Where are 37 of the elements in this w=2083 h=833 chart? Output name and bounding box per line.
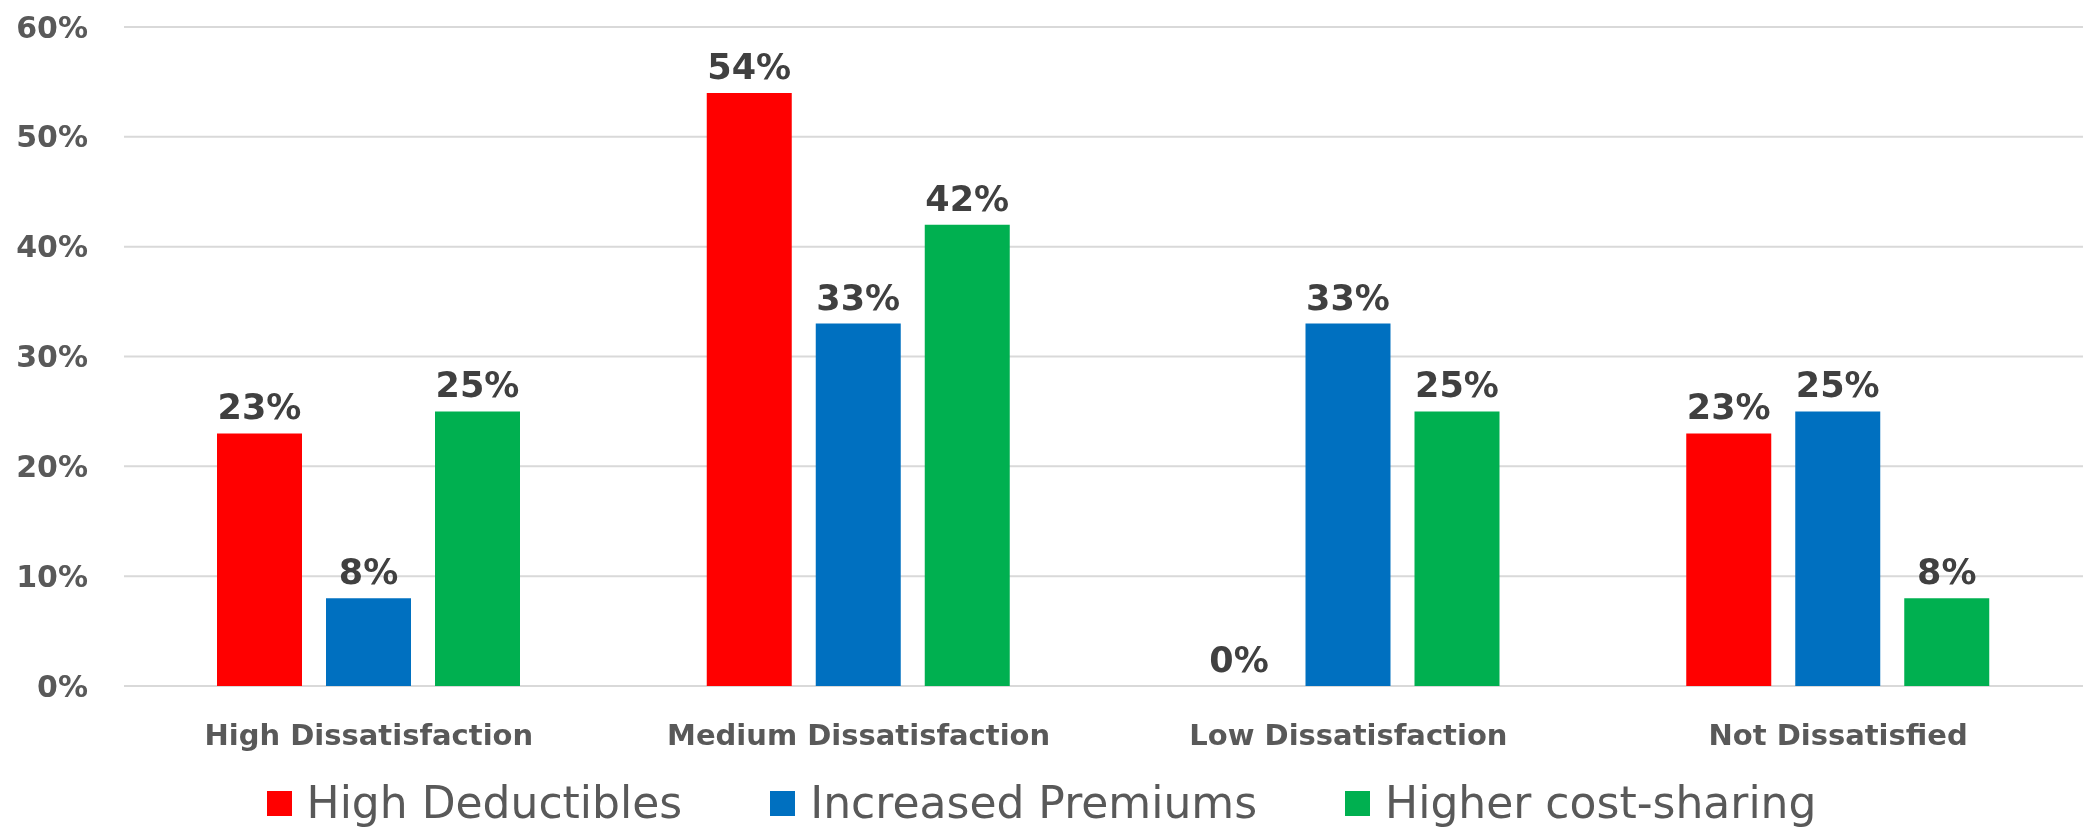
data-label: 23% [217,387,302,428]
bar [706,92,792,686]
y-tick-label: 20% [16,448,88,484]
data-label: 25% [1415,365,1499,406]
data-label: 8% [338,552,399,593]
x-tick-label: Not Dissatisfied [1708,717,1968,752]
bar [217,433,302,686]
legend-label: Increased Premiums [810,777,1258,829]
y-tick-label: 60% [16,9,88,45]
bar [1414,411,1500,686]
bar [1795,411,1881,686]
y-tick-label: 40% [16,229,88,265]
data-label: 33% [1306,277,1390,318]
bar [1686,433,1772,686]
y-tick-label: 30% [16,339,88,375]
bar [326,598,411,686]
bar [815,323,901,686]
y-tick-label: 0% [37,668,88,704]
bar [1305,323,1391,686]
data-label: 0% [1209,639,1269,680]
x-tick-label: Medium Dissatisfaction [667,717,1051,752]
bar [435,411,520,686]
y-tick-label: 50% [16,119,88,155]
legend-label: High Deductibles [306,777,683,829]
bar [1904,598,1990,686]
data-label: 25% [435,365,520,406]
legend-label: Higher cost-sharing [1385,777,1817,829]
data-label: 33% [816,277,901,318]
data-label: 42% [925,178,1010,219]
bar [924,224,1010,686]
data-label: 25% [1795,365,1880,406]
x-tick-label: High Dissatisfaction [204,717,534,752]
data-label: 8% [1917,552,1977,593]
data-label: 23% [1686,387,1771,428]
data-label: 54% [707,46,792,87]
y-tick-label: 10% [16,558,88,594]
x-tick-label: Low Dissatisfaction [1189,717,1508,752]
